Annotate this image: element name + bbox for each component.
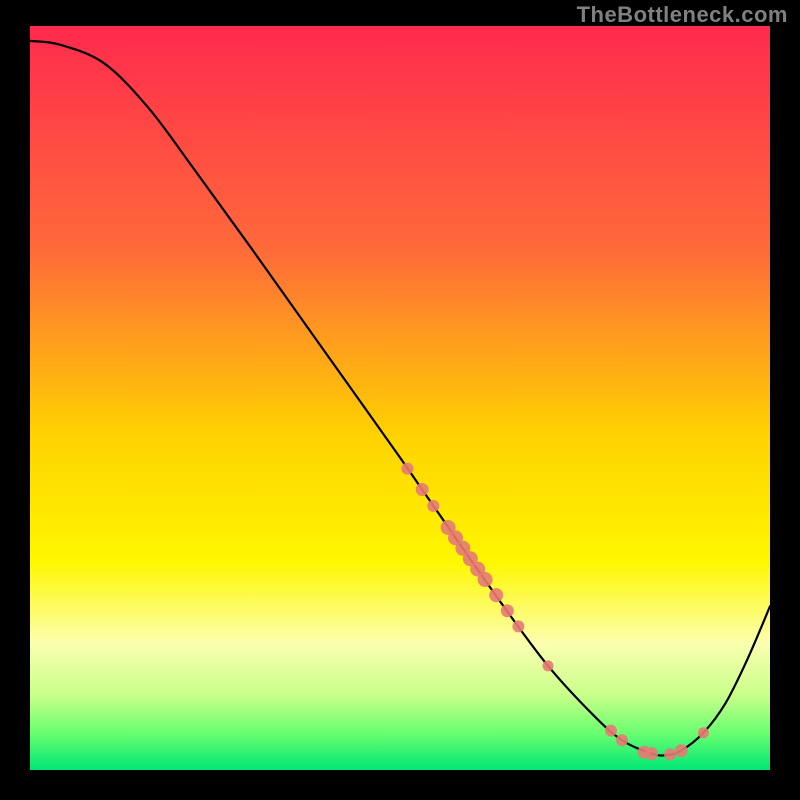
- data-marker: [416, 483, 429, 496]
- data-marker: [501, 604, 514, 617]
- chart-svg: [30, 26, 770, 770]
- data-marker: [401, 463, 413, 475]
- data-marker: [512, 620, 524, 632]
- data-marker: [605, 725, 617, 737]
- data-marker: [664, 748, 676, 760]
- data-marker: [675, 744, 688, 757]
- chart-background: [30, 26, 770, 770]
- chart-plot: [30, 26, 770, 770]
- watermark-text: TheBottleneck.com: [577, 2, 788, 28]
- data-marker: [645, 747, 658, 760]
- data-marker: [543, 660, 554, 671]
- data-marker: [489, 588, 503, 602]
- data-marker: [427, 500, 439, 512]
- data-marker: [616, 734, 628, 746]
- data-marker: [478, 572, 493, 587]
- data-marker: [698, 727, 709, 738]
